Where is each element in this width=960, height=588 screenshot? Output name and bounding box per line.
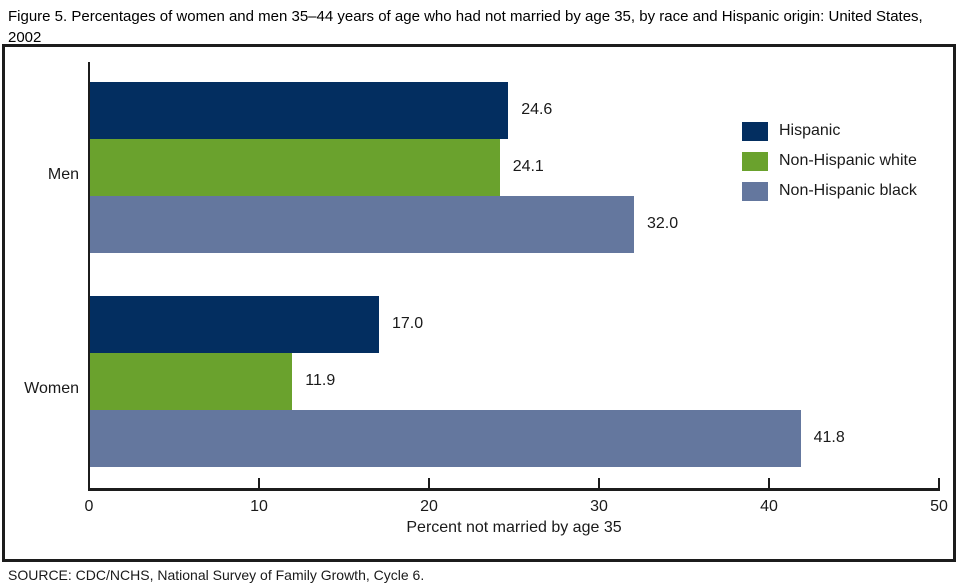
bar-value-label: 24.1 [512, 157, 544, 175]
legend-swatch-hispanic [742, 121, 768, 141]
legend-item-hispanic: Hispanic [742, 116, 917, 146]
x-axis-label: Percent not married by age 35 [406, 519, 622, 536]
bar-value-label: 24.6 [521, 100, 553, 118]
axis-tick-label: 0 [84, 498, 94, 515]
legend-label: Non-Hispanic white [779, 152, 917, 169]
legend-swatch-non-hispanic-black [742, 181, 768, 201]
legend: Hispanic Non-Hispanic white Non-Hispanic b… [742, 116, 917, 206]
axis-tick-label: 50 [930, 498, 948, 515]
bar-men-non-hispanic-white [90, 139, 500, 196]
axis-tick-label: 40 [760, 498, 778, 515]
bar-value-label: 32.0 [647, 214, 679, 232]
axis-tick [598, 478, 600, 488]
axis-tick-label: 10 [250, 498, 268, 515]
axis-tick-label: 20 [420, 498, 438, 515]
x-axis-line [88, 488, 940, 491]
axis-tick [88, 478, 90, 488]
category-label-men: Men [47, 166, 79, 183]
bar-men-hispanic [90, 82, 509, 139]
bar-women-non-hispanic-white [90, 353, 293, 410]
plot-area: Men 24.6 24.1 32.0 Women 17.0 11.9 41.8 0 10 20 30 4… [5, 47, 953, 559]
bar-value-label: 41.8 [813, 428, 845, 446]
legend-label: Hispanic [779, 122, 841, 139]
bar-value-label: 17.0 [392, 314, 424, 332]
figure-title: Figure 5. Percentages of women and men 3… [8, 8, 923, 46]
legend-item-non-hispanic-white: Non-Hispanic white [742, 146, 917, 176]
axis-tick [938, 478, 940, 488]
legend-item-non-hispanic-black: Non-Hispanic black [742, 176, 917, 206]
source-note: SOURCE: CDC/NCHS, National Survey of Fam… [8, 567, 425, 583]
bar-men-non-hispanic-black [90, 196, 634, 253]
legend-swatch-non-hispanic-white [742, 151, 768, 171]
bar-women-hispanic [90, 296, 379, 353]
bar-women-non-hispanic-black [90, 410, 801, 467]
y-axis-line [88, 62, 90, 491]
axis-tick-label: 30 [590, 498, 608, 515]
axis-tick [258, 478, 260, 488]
category-label-women: Women [24, 380, 79, 397]
chart-area: Men 24.6 24.1 32.0 Women 17.0 11.9 41.8 0 10 20 30 4… [2, 44, 956, 562]
legend-label: Non-Hispanic black [779, 182, 917, 199]
axis-tick [428, 478, 430, 488]
axis-tick [768, 478, 770, 488]
bar-value-label: 11.9 [305, 371, 336, 389]
